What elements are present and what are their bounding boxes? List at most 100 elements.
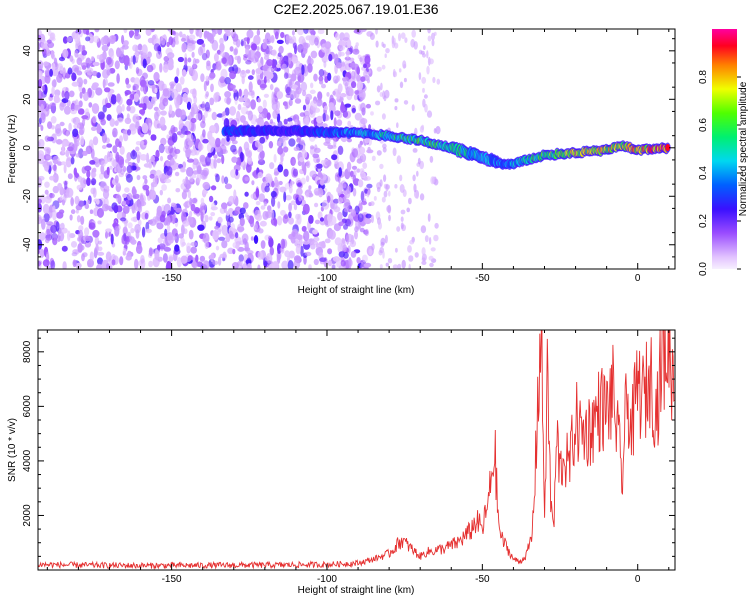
noise-blob <box>314 37 319 46</box>
noise-blob <box>301 149 308 159</box>
noise-blob <box>205 155 211 166</box>
noise-blob <box>196 38 204 45</box>
noise-blob <box>100 37 105 46</box>
noise-blob <box>406 207 411 213</box>
noise-blob <box>396 155 402 165</box>
y-tick-label: 40 <box>22 45 33 57</box>
noise-blob <box>400 216 404 222</box>
noise-blob <box>385 262 389 267</box>
noise-blob <box>219 42 225 53</box>
noise-blob <box>62 261 67 269</box>
noise-blob <box>336 186 342 194</box>
noise-blob <box>349 208 354 213</box>
noise-blob <box>270 35 275 44</box>
noise-blob <box>142 58 147 69</box>
noise-blob <box>365 103 371 109</box>
noise-blob <box>218 236 226 241</box>
noise-blob <box>186 42 194 52</box>
noise-blob <box>101 44 109 52</box>
noise-blob <box>229 70 237 80</box>
noise-blob <box>283 168 289 177</box>
noise-blob <box>273 153 277 163</box>
noise-blob <box>209 72 216 79</box>
noise-blob <box>312 153 320 159</box>
noise-blob <box>101 259 109 269</box>
noise-blob <box>332 90 336 96</box>
noise-blob <box>221 154 225 165</box>
noise-blob <box>212 229 219 241</box>
noise-blob <box>51 209 57 221</box>
noise-blob <box>211 111 217 121</box>
noise-blob <box>283 72 289 79</box>
noise-blob <box>193 96 198 104</box>
noise-blob <box>84 203 90 210</box>
noise-blob <box>165 160 170 166</box>
noise-blob <box>55 139 63 145</box>
noise-blob <box>121 200 126 206</box>
noise-blob <box>119 159 124 169</box>
noise-blob <box>428 255 434 261</box>
noise-blob <box>91 103 100 114</box>
noise-blob <box>298 195 303 202</box>
noise-blob <box>255 200 261 206</box>
noise-blob <box>403 64 407 69</box>
noise-blob <box>249 218 255 228</box>
noise-blob <box>429 155 434 163</box>
noise-blob <box>139 109 146 115</box>
noise-blob <box>89 251 94 262</box>
noise-blob <box>75 204 83 211</box>
noise-blob <box>328 229 336 240</box>
noise-blob <box>334 237 342 246</box>
noise-blob <box>170 83 175 89</box>
noise-blob <box>392 68 396 78</box>
noise-blob <box>75 153 81 158</box>
noise-blob <box>88 102 93 108</box>
noise-blob <box>72 116 81 125</box>
noise-blob <box>38 150 45 160</box>
noise-blob <box>341 238 346 244</box>
noise-blob <box>136 210 141 221</box>
noise-blob <box>92 115 97 124</box>
noise-blob <box>57 182 63 191</box>
noise-blob <box>427 35 432 42</box>
noise-blob <box>73 123 81 129</box>
noise-blob <box>415 190 419 199</box>
noise-blob <box>219 37 224 45</box>
noise-blob <box>189 29 194 35</box>
noise-blob <box>423 45 426 50</box>
noise-blob <box>61 90 65 98</box>
noise-blob <box>211 202 216 211</box>
noise-blob <box>314 219 321 225</box>
snr-series-line <box>38 330 675 570</box>
noise-blob <box>269 162 275 170</box>
noise-blob <box>114 175 119 184</box>
noise-blob <box>309 170 317 178</box>
noise-blob <box>344 103 352 108</box>
noise-blob <box>49 32 56 40</box>
noise-blob <box>322 199 330 210</box>
noise-blob <box>245 59 252 65</box>
noise-blob <box>85 30 90 36</box>
noise-blob <box>92 61 100 67</box>
noise-blob <box>276 63 281 69</box>
noise-blob <box>315 243 319 249</box>
noise-blob <box>316 158 320 163</box>
noise-blob <box>271 196 276 207</box>
noise-blob <box>145 29 152 36</box>
noise-blob <box>221 224 228 236</box>
noise-blob <box>68 90 75 98</box>
noise-blob <box>132 83 139 91</box>
noise-blob <box>308 264 312 269</box>
noise-blob <box>192 173 197 179</box>
noise-blob <box>62 67 66 77</box>
noise-blob <box>162 64 169 73</box>
noise-blob <box>303 230 310 242</box>
noise-blob <box>148 260 154 268</box>
noise-blob <box>367 189 371 196</box>
noise-blob <box>224 77 231 85</box>
noise-blob <box>328 53 333 62</box>
noise-blob <box>331 154 338 161</box>
noise-blob <box>135 121 140 130</box>
noise-blob <box>379 163 384 170</box>
noise-blob <box>46 228 50 235</box>
